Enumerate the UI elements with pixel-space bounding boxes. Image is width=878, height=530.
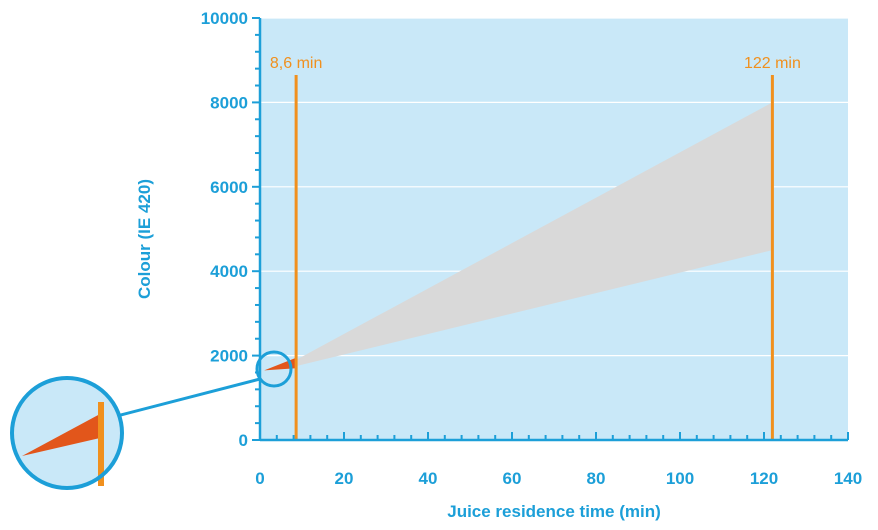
y-tick-label: 2000 — [210, 347, 248, 366]
magnifier-callout — [10, 350, 293, 490]
y-tick-label: 8000 — [210, 93, 248, 112]
zoom-source-circle — [255, 350, 293, 388]
x-tick-label: 40 — [419, 469, 438, 488]
y-tick-label: 10000 — [201, 9, 248, 28]
tick-labels: 0 20 40 60 80 100 120 140 0 2000 4000 6000 8000 10000 — [201, 9, 862, 488]
y-tick-label: 4000 — [210, 262, 248, 281]
y-tick-label: 6000 — [210, 178, 248, 197]
zoom-circle-border — [10, 376, 124, 490]
zoom-connector — [112, 377, 261, 419]
x-tick-label: 80 — [587, 469, 606, 488]
x-tick-label: 20 — [335, 469, 354, 488]
zoom-marker-line — [98, 402, 104, 486]
x-axis-title: Juice residence time (min) — [447, 502, 661, 521]
x-tick-label: 140 — [834, 469, 862, 488]
marker-lines: 8,6 min 122 min — [270, 55, 801, 440]
band-0 — [264, 102, 773, 371]
x-tick-label: 100 — [666, 469, 694, 488]
y-axis-title: Colour (IE 420) — [135, 179, 154, 299]
x-tick-label: 60 — [503, 469, 522, 488]
x-tick-label: 0 — [255, 469, 264, 488]
marker-label-1: 122 min — [744, 55, 801, 72]
y-tick-label: 0 — [239, 431, 248, 450]
axes — [252, 17, 849, 442]
zoom-highlight-wedge — [22, 414, 100, 456]
marker-label-0: 8,6 min — [270, 55, 322, 72]
x-tick-label: 120 — [750, 469, 778, 488]
